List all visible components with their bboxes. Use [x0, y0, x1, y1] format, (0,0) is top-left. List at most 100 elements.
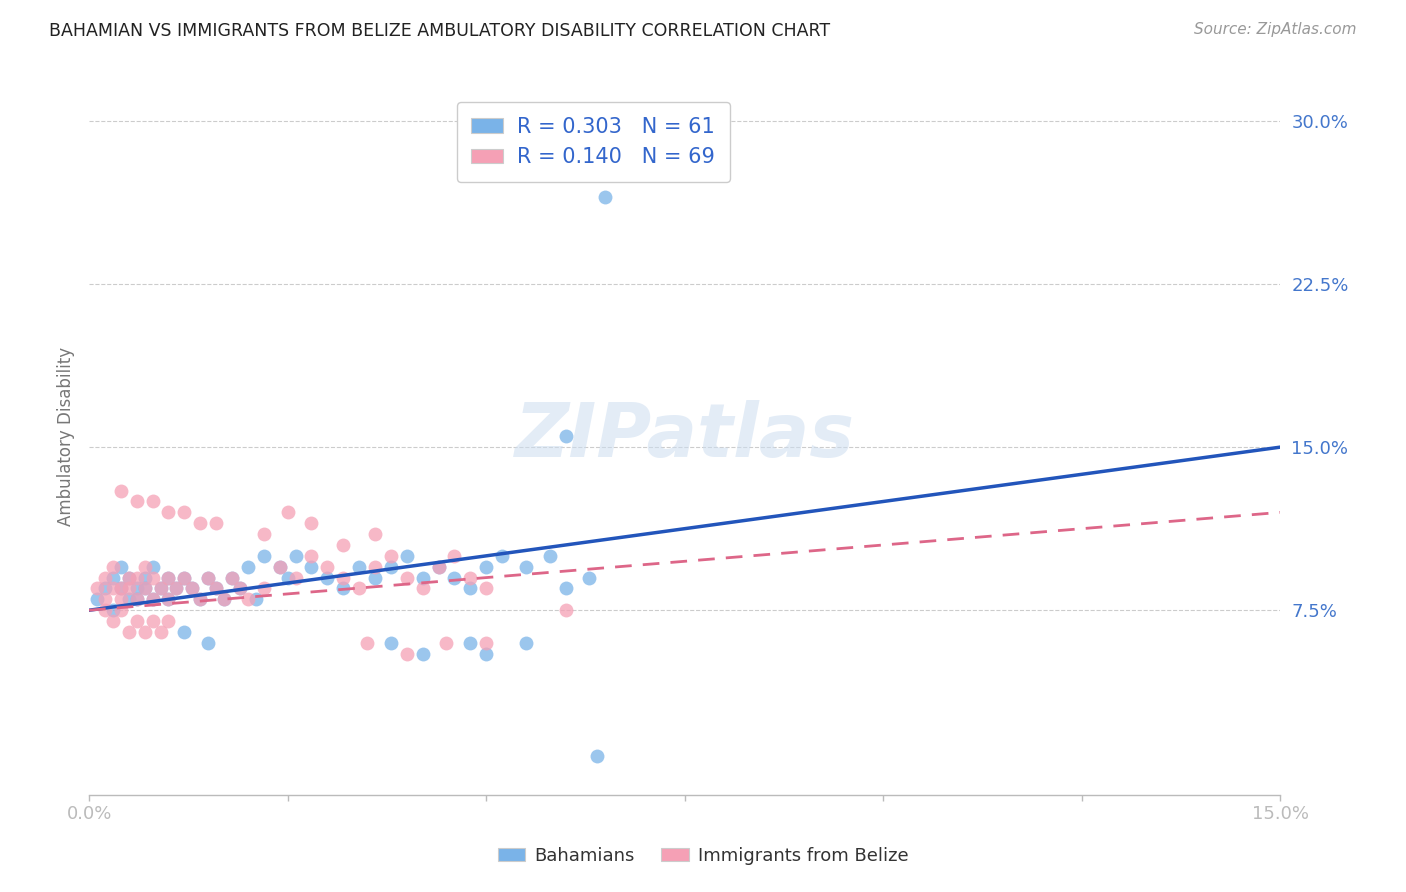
Point — [110, 559, 132, 574]
Point — [197, 636, 219, 650]
Point — [165, 582, 187, 596]
Point — [188, 592, 211, 607]
Point — [595, 190, 617, 204]
Point — [515, 636, 537, 650]
Point — [197, 571, 219, 585]
Point — [277, 571, 299, 585]
Point — [229, 582, 252, 596]
Point — [134, 582, 156, 596]
Point — [380, 636, 402, 650]
Point — [165, 582, 187, 596]
Text: BAHAMIAN VS IMMIGRANTS FROM BELIZE AMBULATORY DISABILITY CORRELATION CHART: BAHAMIAN VS IMMIGRANTS FROM BELIZE AMBUL… — [49, 22, 831, 40]
Point — [301, 559, 323, 574]
Point — [86, 582, 108, 596]
Point — [364, 559, 387, 574]
Point — [538, 549, 561, 563]
Point — [301, 516, 323, 531]
Point — [221, 571, 243, 585]
Point — [364, 527, 387, 541]
Point — [229, 582, 252, 596]
Point — [197, 571, 219, 585]
Point — [443, 571, 465, 585]
Point — [554, 582, 576, 596]
Point — [101, 559, 124, 574]
Point — [458, 571, 481, 585]
Point — [149, 582, 172, 596]
Point — [380, 559, 402, 574]
Point — [101, 603, 124, 617]
Point — [395, 571, 418, 585]
Point — [475, 647, 498, 661]
Point — [118, 571, 141, 585]
Point — [443, 549, 465, 563]
Point — [427, 559, 450, 574]
Point — [110, 592, 132, 607]
Point — [142, 614, 165, 628]
Point — [332, 538, 354, 552]
Point — [94, 603, 117, 617]
Text: Source: ZipAtlas.com: Source: ZipAtlas.com — [1194, 22, 1357, 37]
Point — [332, 582, 354, 596]
Point — [125, 614, 148, 628]
Point — [157, 592, 180, 607]
Point — [157, 571, 180, 585]
Point — [173, 505, 195, 519]
Point — [101, 614, 124, 628]
Point — [380, 549, 402, 563]
Point — [188, 516, 211, 531]
Point — [118, 582, 141, 596]
Point — [412, 582, 434, 596]
Text: ZIPatlas: ZIPatlas — [515, 400, 855, 473]
Point — [157, 614, 180, 628]
Point — [101, 571, 124, 585]
Point — [347, 582, 370, 596]
Point — [205, 582, 228, 596]
Point — [134, 571, 156, 585]
Point — [125, 571, 148, 585]
Point — [134, 624, 156, 639]
Legend: Bahamians, Immigrants from Belize: Bahamians, Immigrants from Belize — [491, 840, 915, 872]
Point — [245, 592, 267, 607]
Legend: R = 0.303   N = 61, R = 0.140   N = 69: R = 0.303 N = 61, R = 0.140 N = 69 — [457, 103, 730, 182]
Point — [586, 748, 609, 763]
Point — [205, 582, 228, 596]
Point — [125, 592, 148, 607]
Point — [253, 549, 276, 563]
Point — [332, 571, 354, 585]
Point — [364, 571, 387, 585]
Point — [118, 571, 141, 585]
Point — [181, 582, 204, 596]
Y-axis label: Ambulatory Disability: Ambulatory Disability — [58, 347, 75, 525]
Point — [188, 592, 211, 607]
Point — [149, 582, 172, 596]
Point — [427, 559, 450, 574]
Point — [94, 571, 117, 585]
Point — [94, 582, 117, 596]
Point — [395, 647, 418, 661]
Point — [253, 582, 276, 596]
Point — [221, 571, 243, 585]
Point — [578, 571, 600, 585]
Point — [269, 559, 291, 574]
Point — [301, 549, 323, 563]
Point — [125, 582, 148, 596]
Point — [554, 429, 576, 443]
Point — [110, 603, 132, 617]
Point — [515, 559, 537, 574]
Point — [118, 592, 141, 607]
Point — [205, 516, 228, 531]
Point — [347, 559, 370, 574]
Point — [253, 527, 276, 541]
Point — [149, 624, 172, 639]
Point — [491, 549, 513, 563]
Point — [412, 647, 434, 661]
Point — [617, 103, 640, 117]
Point — [284, 549, 307, 563]
Point — [142, 559, 165, 574]
Point — [134, 582, 156, 596]
Point — [125, 494, 148, 508]
Point — [142, 571, 165, 585]
Point — [118, 624, 141, 639]
Point — [554, 603, 576, 617]
Point — [94, 592, 117, 607]
